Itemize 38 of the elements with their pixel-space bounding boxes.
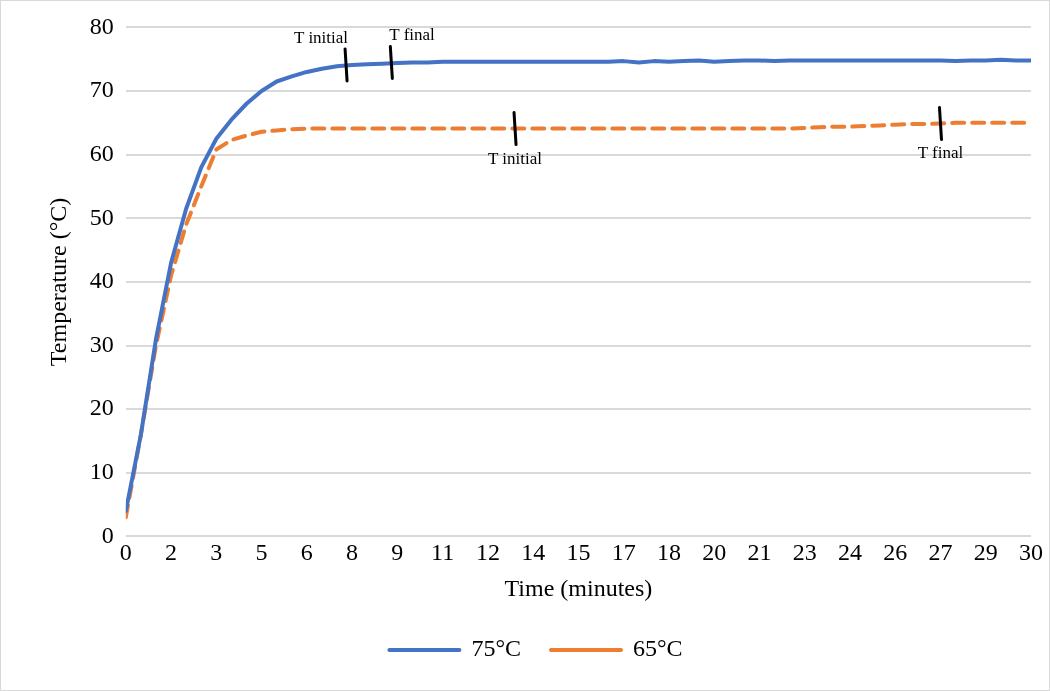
x-axis-title: Time (minutes)	[504, 574, 653, 601]
annotation: T initial	[488, 148, 543, 168]
x-tick-label: 30	[1019, 539, 1043, 566]
y-tick-label: 0	[101, 521, 114, 548]
x-tick-label: 17	[611, 539, 636, 566]
x-tick-label: 15	[566, 539, 591, 566]
y-tick-label: 70	[89, 76, 114, 103]
annotation: T initial	[294, 27, 349, 47]
y-tick-label: 60	[89, 139, 114, 166]
x-tick-label: 18	[656, 539, 681, 566]
x-tick-label: 9	[391, 539, 404, 566]
y-tick-label: 20	[89, 394, 114, 421]
y-tick-label: 40	[89, 267, 114, 294]
y-tick-label: 10	[89, 458, 114, 485]
annotation: T final	[389, 25, 436, 45]
x-tick-label: 2	[165, 539, 178, 566]
y-tick-label: 30	[89, 330, 114, 357]
x-tick-label: 23	[792, 539, 817, 566]
x-tick-label: 6	[300, 539, 313, 566]
x-tick-label: 20	[702, 539, 727, 566]
x-tick-label: 14	[521, 539, 546, 566]
x-tick-label: 12	[475, 539, 500, 566]
x-tick-label: 11	[431, 539, 455, 566]
x-tick-label: 5	[255, 539, 268, 566]
y-axis-title: Temperature (°C)	[44, 197, 71, 367]
x-tick-label: 26	[883, 539, 908, 566]
x-tick-label: 21	[747, 539, 772, 566]
x-tick-label: 24	[837, 539, 862, 566]
x-tick-label: 0	[119, 539, 132, 566]
annotation: T final	[917, 143, 964, 163]
x-tick-label: 29	[973, 539, 998, 566]
x-tick-label: 3	[210, 539, 223, 566]
y-tick-label: 80	[89, 12, 114, 39]
legend-label: 75°C	[471, 635, 521, 662]
y-tick-label: 50	[89, 203, 114, 230]
x-tick-label: 8	[346, 539, 359, 566]
x-tick-label: 27	[928, 539, 953, 566]
legend-label: 65°C	[633, 635, 683, 662]
